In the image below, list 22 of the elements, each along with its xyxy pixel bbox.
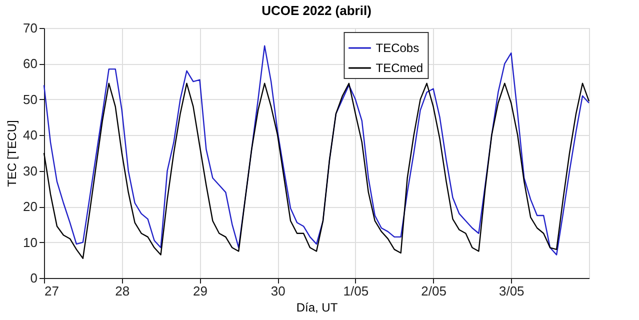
legend-label: TECobs [376,41,420,55]
x-tick-label: 3/05 [498,284,524,298]
x-axis-title: Día, UT [296,300,338,314]
y-tick-label: 30 [23,163,38,178]
y-axis-title: TEC [TECU] [5,120,20,187]
y-tick-label: 70 [23,20,38,36]
line-series [43,45,590,256]
line-series [43,82,590,259]
x-tick-label: 1/05 [343,284,369,298]
x-tick-label: 27 [44,284,59,298]
chart-title: UCOE 2022 (abril) [262,3,372,18]
x-tick-label: 28 [115,284,130,298]
y-tick-label: 40 [23,128,38,143]
y-tick-label: 20 [23,199,38,214]
x-tick-label: 30 [270,284,286,298]
y-tick-label: 0 [30,270,38,286]
legend-label: TECmed [376,61,424,75]
y-tick-label: 10 [23,234,38,250]
y-tick-label: 60 [23,56,38,72]
x-tick-label: 2/05 [421,284,446,298]
x-tick-label: 29 [192,284,208,298]
y-tick-label: 50 [23,92,38,107]
